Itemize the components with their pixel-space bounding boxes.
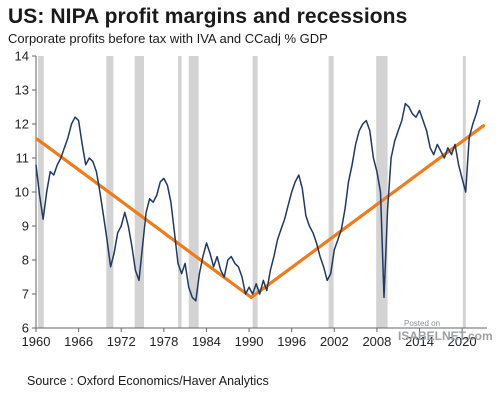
recession-bands	[38, 56, 466, 328]
watermark-line2: ISABELNET.com	[398, 329, 493, 343]
series-lines	[35, 100, 481, 302]
x-tick-label-1984: 1984	[192, 334, 221, 349]
watermark-line1: Posted on	[404, 319, 440, 328]
y-tick-label-7: 7	[22, 287, 29, 302]
x-tick-label-2002: 2002	[320, 334, 349, 349]
x-tick-label-1990: 1990	[235, 334, 264, 349]
y-tick-label-6: 6	[22, 321, 29, 336]
recession-band-5	[252, 56, 258, 328]
x-tick-label-2014: 2014	[405, 334, 434, 349]
recession-band-4	[188, 56, 199, 328]
x-tick-label-1966: 1966	[64, 334, 93, 349]
recession-band-3	[178, 56, 182, 328]
trend-lines	[35, 124, 486, 299]
recession-band-8	[462, 56, 466, 328]
recession-band-7	[376, 56, 388, 328]
x-tick-label-1978: 1978	[149, 334, 178, 349]
y-tick-label-8: 8	[22, 253, 29, 268]
x-tick-label-2020: 2020	[448, 334, 477, 349]
axes	[32, 55, 487, 332]
y-tick-label-10: 10	[15, 185, 29, 200]
y-tick-label-12: 12	[15, 117, 29, 132]
chart-subtitle: Corporate profits before tax with IVA an…	[8, 31, 328, 46]
x-tick-label-1996: 1996	[277, 334, 306, 349]
x-tick-label-1972: 1972	[107, 334, 136, 349]
x-tick-label-2008: 2008	[362, 334, 391, 349]
trend-line-1	[249, 124, 486, 299]
y-tick-label-9: 9	[22, 219, 29, 234]
recession-band-0	[38, 56, 44, 328]
tick-labels: 6 7 8 9 10 11 12 13 14 1960 1966 1972 1978 1984 1990 19…	[15, 49, 477, 350]
recession-band-6	[328, 56, 334, 328]
series-line-0	[35, 100, 481, 302]
chart-title: US: NIPA profit margins and recessions	[8, 5, 408, 28]
y-tick-label-14: 14	[15, 49, 29, 64]
y-tick-label-13: 13	[15, 83, 29, 98]
x-tick-label-1960: 1960	[22, 334, 51, 349]
source-note: Source : Oxford Economics/Haver Analytic…	[27, 374, 269, 388]
watermark-logo: Posted on ISABELNET.com	[398, 319, 493, 343]
trend-line-0	[35, 137, 253, 299]
y-tick-label-11: 11	[16, 151, 30, 166]
recession-band-2	[134, 56, 144, 328]
